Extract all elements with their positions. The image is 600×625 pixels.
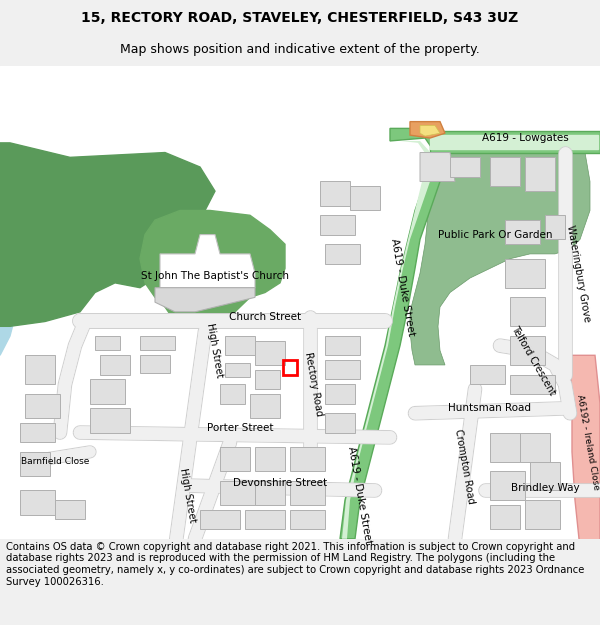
Polygon shape (20, 423, 55, 442)
Polygon shape (160, 234, 255, 288)
Text: Church Street: Church Street (229, 312, 301, 322)
Text: A619 - Duke Street: A619 - Duke Street (346, 446, 374, 545)
Polygon shape (255, 341, 285, 365)
Polygon shape (325, 244, 360, 264)
Polygon shape (490, 158, 520, 186)
Polygon shape (140, 355, 170, 372)
Polygon shape (290, 510, 325, 529)
Polygon shape (470, 365, 505, 384)
Polygon shape (255, 447, 285, 471)
Polygon shape (0, 152, 35, 355)
Polygon shape (325, 336, 360, 355)
Polygon shape (95, 336, 120, 351)
Polygon shape (20, 491, 55, 514)
Polygon shape (342, 141, 435, 539)
Polygon shape (325, 360, 360, 379)
Polygon shape (220, 481, 255, 505)
Text: A619 - Lowgates: A619 - Lowgates (482, 133, 568, 143)
Polygon shape (420, 152, 455, 181)
Polygon shape (490, 432, 520, 461)
Polygon shape (525, 500, 560, 529)
Polygon shape (320, 215, 355, 234)
Polygon shape (155, 288, 255, 312)
Polygon shape (250, 394, 280, 418)
Polygon shape (410, 122, 445, 138)
Polygon shape (430, 135, 598, 149)
Polygon shape (570, 355, 600, 548)
Polygon shape (140, 211, 285, 326)
Text: Telford Crescent: Telford Crescent (509, 324, 557, 397)
Text: Map shows position and indicative extent of the property.: Map shows position and indicative extent… (120, 42, 480, 56)
Polygon shape (55, 500, 85, 519)
Polygon shape (420, 126, 440, 136)
Polygon shape (225, 336, 255, 355)
Text: Huntsman Road: Huntsman Road (449, 403, 532, 413)
Polygon shape (450, 158, 480, 177)
Text: High Street: High Street (178, 468, 198, 523)
Polygon shape (200, 510, 240, 529)
Polygon shape (410, 152, 590, 365)
Polygon shape (520, 432, 550, 461)
Polygon shape (140, 336, 175, 351)
Polygon shape (20, 452, 50, 476)
Polygon shape (530, 461, 560, 491)
Text: Wateringbury Grove: Wateringbury Grove (565, 224, 592, 322)
Text: Devonshire Street: Devonshire Street (233, 478, 327, 488)
Text: Crompton Road: Crompton Road (454, 428, 476, 504)
Polygon shape (340, 128, 445, 539)
Polygon shape (325, 413, 355, 432)
Polygon shape (290, 447, 325, 471)
Text: 15, RECTORY ROAD, STAVELEY, CHESTERFIELD, S43 3UZ: 15, RECTORY ROAD, STAVELEY, CHESTERFIELD… (82, 11, 518, 26)
Polygon shape (220, 384, 245, 404)
Polygon shape (505, 259, 545, 288)
Polygon shape (350, 186, 380, 211)
Polygon shape (245, 510, 285, 529)
Polygon shape (220, 447, 250, 471)
Polygon shape (90, 408, 130, 432)
Text: A6192 - Ireland Close: A6192 - Ireland Close (575, 394, 600, 491)
Polygon shape (25, 394, 60, 418)
Polygon shape (225, 363, 250, 376)
Polygon shape (510, 336, 545, 365)
Polygon shape (490, 505, 520, 529)
Text: Barnfield Close: Barnfield Close (21, 457, 89, 466)
Text: Public Park Or Garden: Public Park Or Garden (438, 229, 552, 239)
Text: Porter Street: Porter Street (207, 422, 273, 432)
Polygon shape (510, 374, 555, 394)
Polygon shape (0, 143, 215, 326)
Polygon shape (90, 379, 125, 404)
Polygon shape (320, 181, 350, 206)
Polygon shape (510, 298, 545, 326)
Polygon shape (255, 370, 280, 389)
Text: Contains OS data © Crown copyright and database right 2021. This information is : Contains OS data © Crown copyright and d… (6, 542, 584, 587)
Polygon shape (325, 384, 355, 404)
Polygon shape (545, 215, 565, 239)
Polygon shape (505, 220, 540, 244)
Text: Rectory Road: Rectory Road (304, 351, 325, 417)
Text: St John The Baptist's Church: St John The Baptist's Church (141, 271, 289, 281)
Polygon shape (430, 131, 600, 152)
Polygon shape (525, 158, 555, 191)
Polygon shape (490, 471, 525, 500)
Polygon shape (100, 355, 130, 374)
Text: High Street: High Street (205, 322, 225, 379)
Text: A619 - Duke Street: A619 - Duke Street (389, 238, 416, 338)
Text: Brindley Way: Brindley Way (511, 482, 580, 492)
Polygon shape (25, 355, 55, 384)
Polygon shape (290, 481, 325, 505)
Polygon shape (255, 481, 285, 505)
